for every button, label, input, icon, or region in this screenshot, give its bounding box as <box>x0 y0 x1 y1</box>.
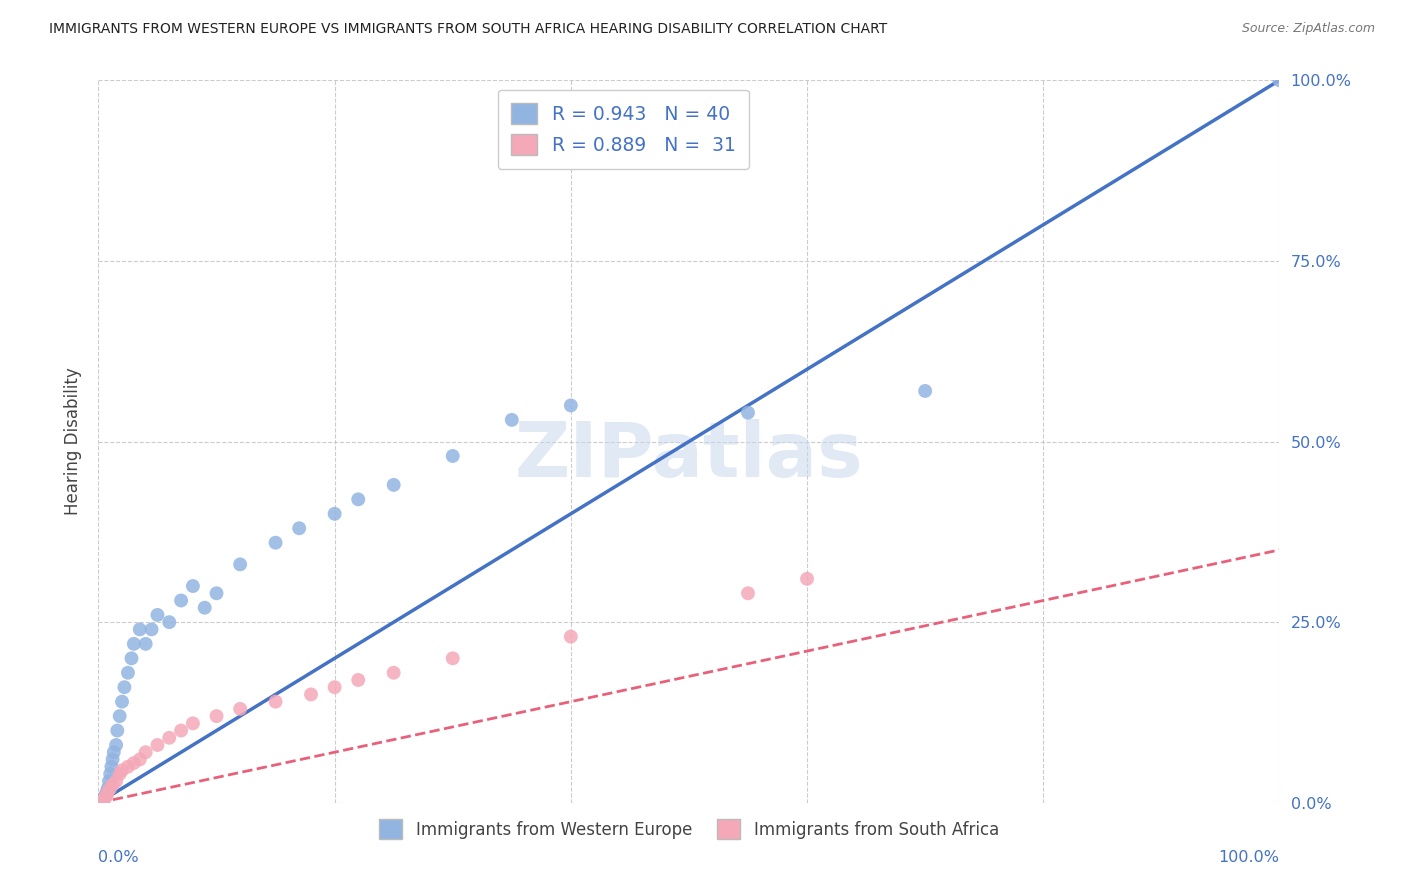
Text: 100.0%: 100.0% <box>1219 850 1279 864</box>
Point <box>181 716 204 731</box>
Point <box>264 695 287 709</box>
Point <box>94 790 117 805</box>
Point <box>229 558 252 572</box>
Point <box>146 738 169 752</box>
Point <box>97 785 120 799</box>
Point <box>117 665 139 680</box>
Point <box>111 764 134 778</box>
Point <box>229 702 252 716</box>
Point <box>1268 73 1291 87</box>
Point <box>108 709 131 723</box>
Point <box>91 794 114 808</box>
Point <box>97 781 120 796</box>
Point <box>96 785 118 799</box>
Point <box>111 695 134 709</box>
Point <box>441 449 464 463</box>
Point <box>170 593 193 607</box>
Point <box>108 767 131 781</box>
Point <box>323 680 346 694</box>
Text: IMMIGRANTS FROM WESTERN EUROPE VS IMMIGRANTS FROM SOUTH AFRICA HEARING DISABILIT: IMMIGRANTS FROM WESTERN EUROPE VS IMMIGR… <box>49 22 887 37</box>
Point <box>382 478 405 492</box>
Point <box>101 778 124 792</box>
Point <box>121 651 143 665</box>
Point <box>117 760 139 774</box>
Point <box>914 384 936 398</box>
Point <box>112 680 135 694</box>
Point <box>135 745 157 759</box>
Legend: Immigrants from Western Europe, Immigrants from South Africa: Immigrants from Western Europe, Immigran… <box>368 809 1010 848</box>
Point <box>103 745 125 759</box>
Point <box>122 637 145 651</box>
Point <box>347 673 370 687</box>
Point <box>157 731 180 745</box>
Point <box>347 492 370 507</box>
Point <box>157 615 180 630</box>
Point <box>91 794 114 808</box>
Point <box>91 795 114 809</box>
Point <box>737 586 759 600</box>
Text: 0.0%: 0.0% <box>98 850 139 864</box>
Point <box>205 586 228 600</box>
Point <box>94 789 117 803</box>
Point <box>194 600 217 615</box>
Point <box>98 774 121 789</box>
Point <box>264 535 287 549</box>
Point <box>135 637 157 651</box>
Point <box>100 760 122 774</box>
Y-axis label: Hearing Disability: Hearing Disability <box>63 368 82 516</box>
Point <box>128 752 150 766</box>
Point <box>170 723 193 738</box>
Point <box>93 792 115 806</box>
Point <box>288 521 311 535</box>
Point <box>441 651 464 665</box>
Text: Source: ZipAtlas.com: Source: ZipAtlas.com <box>1241 22 1375 36</box>
Point <box>91 792 114 806</box>
Point <box>737 406 759 420</box>
Point <box>299 687 322 701</box>
Text: ZIPatlas: ZIPatlas <box>515 419 863 493</box>
Point <box>105 774 128 789</box>
Point <box>560 630 582 644</box>
Point <box>122 756 145 770</box>
Point <box>105 738 128 752</box>
Point <box>98 767 121 781</box>
Point <box>98 781 121 796</box>
Point <box>105 723 128 738</box>
Point <box>796 572 818 586</box>
Point <box>141 623 163 637</box>
Point <box>96 789 118 803</box>
Point <box>501 413 523 427</box>
Point <box>93 790 115 805</box>
Point <box>323 507 346 521</box>
Point <box>205 709 228 723</box>
Point <box>382 665 405 680</box>
Point <box>90 794 112 808</box>
Point <box>560 398 582 412</box>
Point <box>181 579 204 593</box>
Point <box>128 623 150 637</box>
Point <box>101 752 124 766</box>
Point <box>146 607 169 622</box>
